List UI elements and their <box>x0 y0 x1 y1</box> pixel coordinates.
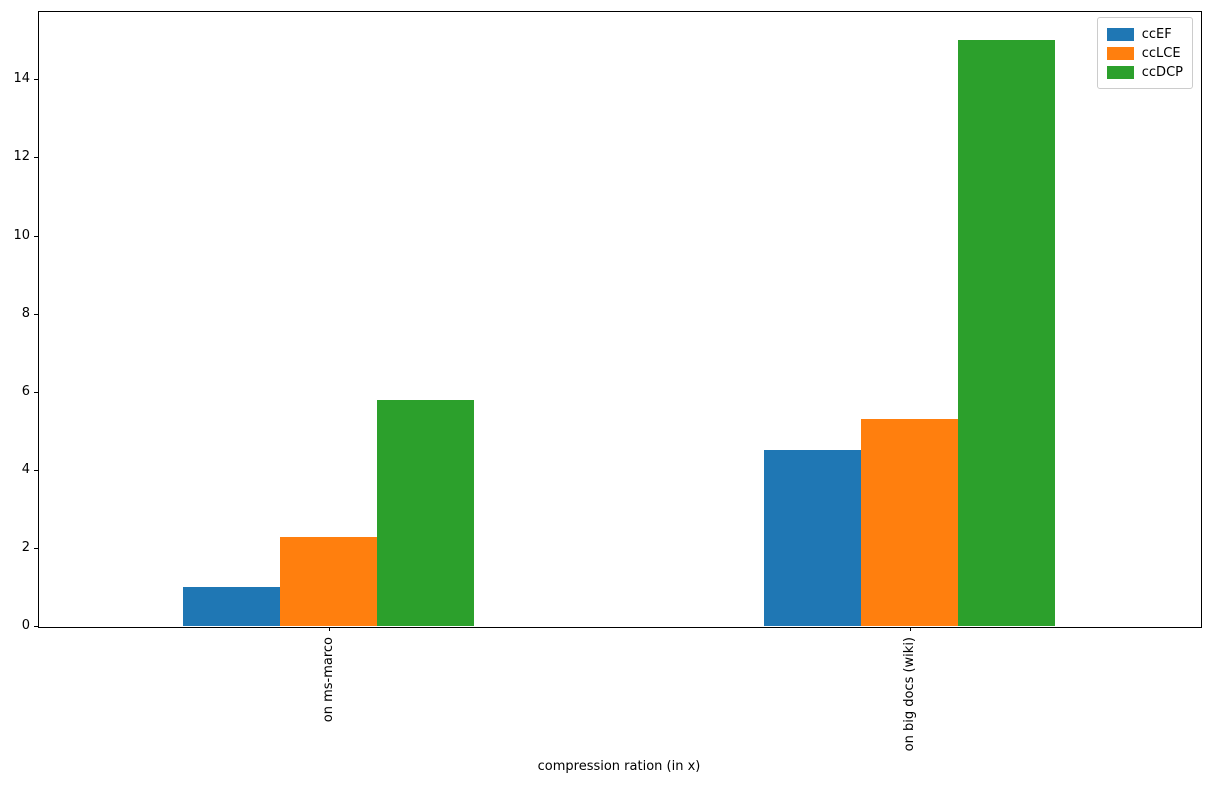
y-tick-label-12: 12 <box>13 149 30 165</box>
y-tick-mark-0 <box>34 626 38 627</box>
bar-ccDCP-category-1 <box>957 40 1055 626</box>
legend-swatch-ccLCE <box>1106 46 1134 60</box>
legend-entry-ccDCP: ccDCP <box>1106 63 1183 81</box>
y-tick-label-2: 2 <box>21 539 30 555</box>
x-axis-label: compression ration (in x) <box>537 759 701 774</box>
legend-entry-ccEF: ccEF <box>1106 25 1183 43</box>
y-tick-mark-6 <box>34 391 38 393</box>
bar-ccLCE-category-0 <box>280 536 377 626</box>
y-tick-mark-12 <box>34 157 38 159</box>
y-tick-mark-14 <box>34 79 38 81</box>
y-tick-label-4: 4 <box>21 461 30 477</box>
y-tick-mark-10 <box>34 235 38 237</box>
bar-ccDCP-category-0 <box>376 399 474 626</box>
legend-label-ccDCP: ccDCP <box>1141 64 1183 80</box>
legend: ccEF ccLCE ccDCP <box>1096 17 1193 89</box>
y-tick-label-10: 10 <box>13 227 30 243</box>
x-category-label-1: on big docs (wiki) <box>901 637 917 752</box>
y-tick-mark-8 <box>34 313 38 315</box>
bar-ccEF-category-1 <box>764 450 862 626</box>
y-tick-mark-2 <box>34 547 38 549</box>
x-tick-mark-0 <box>328 627 330 631</box>
x-category-label-0: on ms-marco <box>320 637 336 723</box>
legend-swatch-ccDCP <box>1106 65 1134 79</box>
legend-swatch-ccEF <box>1106 27 1134 41</box>
y-tick-mark-4 <box>34 469 38 471</box>
bar-ccLCE-category-1 <box>861 419 958 626</box>
x-tick-mark-1 <box>909 627 911 631</box>
y-tick-label-6: 6 <box>21 383 30 399</box>
legend-label-ccLCE: ccLCE <box>1141 45 1181 61</box>
y-tick-label-8: 8 <box>21 305 30 321</box>
bar-ccEF-category-0 <box>183 586 281 626</box>
y-tick-label-0: 0 <box>21 618 30 633</box>
y-tick-label-14: 14 <box>13 71 30 87</box>
legend-label-ccEF: ccEF <box>1141 26 1172 42</box>
legend-entry-ccLCE: ccLCE <box>1106 44 1183 62</box>
